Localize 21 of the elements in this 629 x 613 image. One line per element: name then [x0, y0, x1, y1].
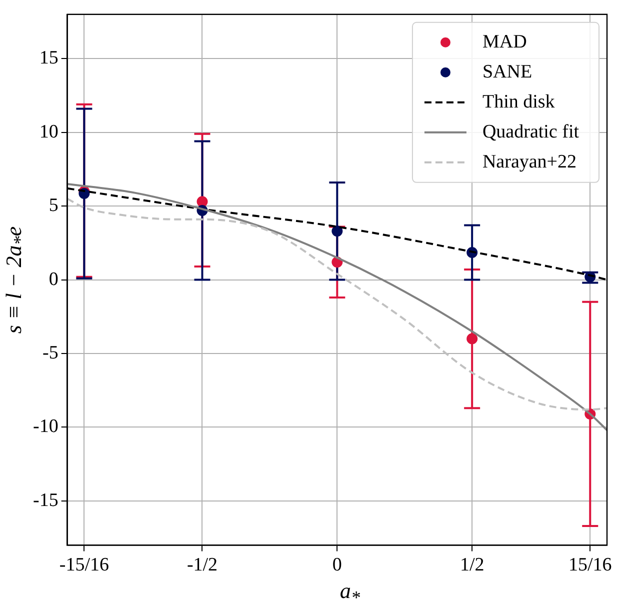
legend-label: MAD — [482, 31, 527, 52]
legend-label: Narayan+22 — [482, 151, 577, 172]
y-tick-label: 0 — [48, 268, 58, 290]
x-axis-title: a$_{*}$ — [338, 578, 362, 608]
y-tick-label: 15 — [39, 48, 58, 69]
y-tick-label: -15 — [33, 490, 58, 511]
legend-label: Quadratic fit — [482, 121, 580, 142]
y-tick-label: 10 — [39, 121, 58, 142]
y-tick-label: -10 — [33, 416, 58, 438]
x-tick-label: 0 — [332, 554, 342, 576]
y-tick-label: 5 — [48, 195, 58, 216]
point — [466, 333, 478, 344]
legend-label: Thin disk — [482, 91, 556, 112]
point — [332, 226, 343, 237]
x-tick-label: -1/2 — [186, 554, 218, 576]
x-tick-label: 1/2 — [460, 554, 484, 576]
y-tick-label: -5 — [42, 342, 58, 364]
x-tick-label: -15/16 — [59, 554, 109, 576]
x-tick-label: 15/16 — [568, 554, 612, 576]
legend-label: SANE — [482, 61, 532, 82]
point — [196, 196, 208, 208]
